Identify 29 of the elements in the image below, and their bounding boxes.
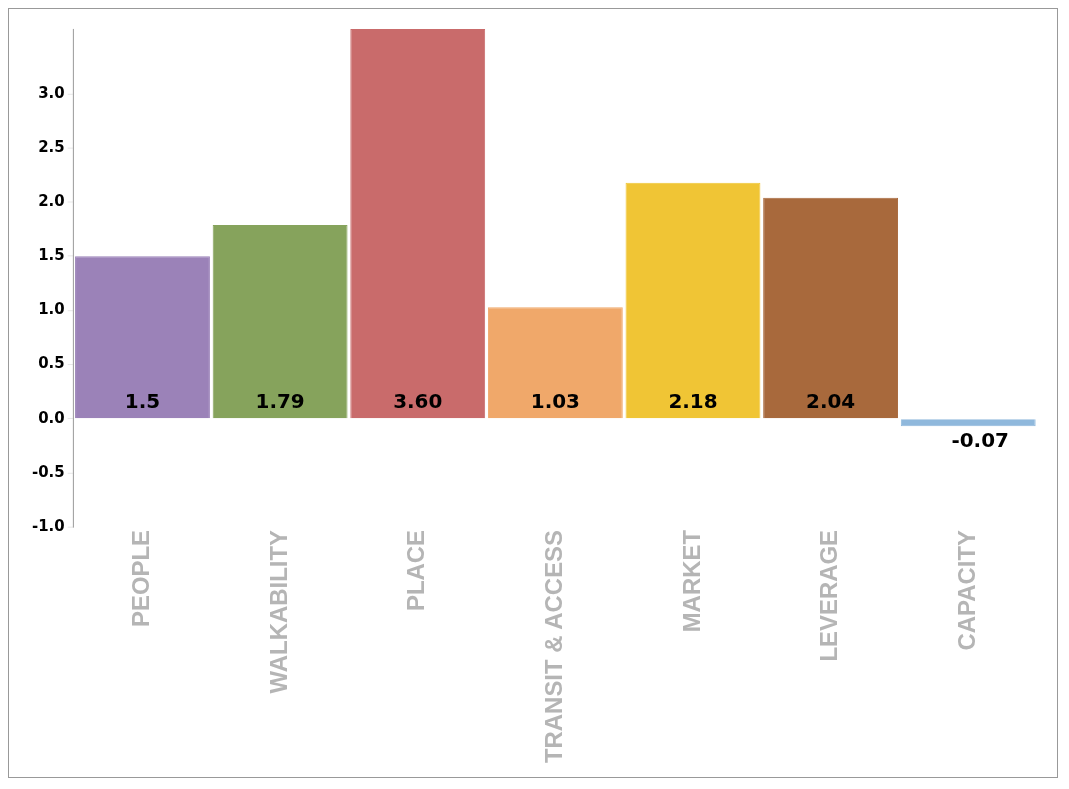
y-tick-label: 0.0 [38,408,65,427]
y-tick-label: 0.5 [38,354,65,373]
x-tick-label: LEVERAGE [815,529,843,662]
bar [625,182,761,419]
y-tick-label: 1.5 [38,246,65,265]
y-tick-label: 1.0 [38,300,65,319]
x-tick-label: CAPACITY [952,529,980,651]
data-label: 1.03 [530,388,580,413]
bar [75,256,210,419]
x-tick-label: WALKABILITY [264,529,292,694]
bar [212,224,348,419]
bar [487,307,623,419]
data-label: -0.07 [951,428,1009,453]
bar [763,197,899,419]
y-tick-label: -0.5 [31,462,65,481]
bar [350,28,486,419]
data-label: 1.5 [124,388,161,413]
y-tick-label: 2.5 [38,137,65,156]
y-tick-label: 3.0 [38,83,65,102]
x-tick-label: PLACE [402,529,430,612]
x-tick-label: MARKET [677,529,705,633]
x-tick-label: TRANSIT & ACCESS [539,529,567,764]
y-tick-label: 2.0 [38,192,65,211]
data-label: 1.79 [255,388,305,413]
data-label: 2.18 [668,388,718,413]
x-tick-label: PEOPLE [127,529,155,628]
data-label: 3.60 [393,388,443,413]
y-tick-label: -1.0 [31,516,65,535]
data-label: 2.04 [805,388,856,413]
